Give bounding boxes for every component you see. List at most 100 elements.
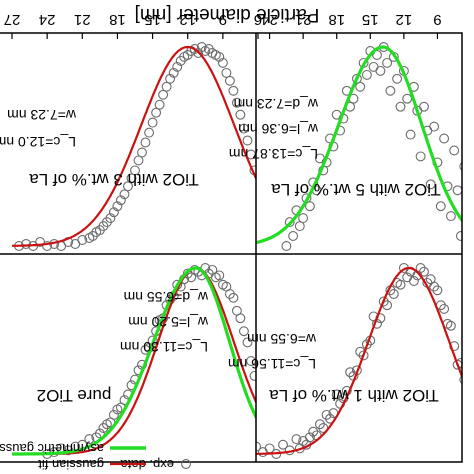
gaussian-fit-curve <box>12 45 256 247</box>
data-point <box>158 89 169 100</box>
data-point <box>217 57 228 68</box>
data-point <box>425 274 436 285</box>
data-point <box>392 73 403 84</box>
panel-la-1 <box>238 263 472 459</box>
legend-entry-label: exp. data <box>120 457 174 472</box>
data-point <box>147 117 158 128</box>
data-point <box>168 67 179 78</box>
legend-entry-label: gaussian fit <box>38 457 104 472</box>
panel-label: TiO2 with 1 wt.% of La <box>269 386 439 405</box>
data-point <box>172 61 183 72</box>
data-point <box>368 61 379 72</box>
data-point <box>361 69 372 80</box>
legend-symbol-exp-data <box>181 459 191 469</box>
data-point <box>242 337 253 348</box>
data-point <box>151 107 162 118</box>
data-point <box>278 439 288 450</box>
data-point <box>291 434 302 445</box>
fit-parameter: w_d=6.55 nm <box>124 289 209 305</box>
data-point <box>154 99 165 110</box>
data-point <box>144 127 155 138</box>
data-point <box>402 272 413 283</box>
data-point <box>228 292 239 303</box>
data-point <box>175 55 186 66</box>
data-point <box>238 446 247 455</box>
data-point <box>165 73 176 84</box>
data-point <box>140 137 151 148</box>
fit-parameter: w=6.55 nm <box>247 331 317 347</box>
data-point <box>119 189 130 200</box>
data-point <box>115 195 126 206</box>
data-point <box>70 239 81 249</box>
data-point <box>133 155 144 166</box>
data-point <box>284 217 295 228</box>
plot-frame <box>0 32 463 463</box>
x-tick-label: 6 <box>254 11 262 28</box>
data-point <box>126 173 137 184</box>
fit-parameter: L_c=12.0 nm <box>0 134 76 150</box>
data-point <box>281 241 292 251</box>
data-point <box>375 65 386 76</box>
data-point <box>415 151 426 162</box>
legend-entry-label: asymmetric gaussian fit <box>0 441 104 456</box>
data-point <box>94 428 105 439</box>
data-point <box>331 389 342 400</box>
data-point <box>351 73 362 84</box>
data-point <box>228 85 239 96</box>
x-tick-label: 18 <box>328 11 345 28</box>
data-point <box>112 201 123 212</box>
data-point <box>112 404 123 415</box>
data-point <box>207 264 218 275</box>
data-point <box>108 207 119 218</box>
panel-label: pure TiO2 <box>37 386 112 405</box>
data-point <box>264 443 275 454</box>
data-point <box>84 233 95 243</box>
gaussian-fit-curve <box>256 266 462 456</box>
fit-parameter: L_c=11.56 nm <box>228 356 316 372</box>
data-point <box>238 123 249 134</box>
data-point <box>161 81 172 92</box>
data-point <box>235 109 246 120</box>
data-point <box>358 350 369 361</box>
data-point <box>463 218 472 227</box>
x-tick-label: 18 <box>109 11 126 28</box>
data-point <box>345 367 356 378</box>
data-point <box>98 423 109 433</box>
x-tick-label: 21 <box>74 11 91 28</box>
data-point <box>445 211 456 222</box>
fit-parameter: w_l=5.20 nm <box>128 314 209 330</box>
data-point <box>452 185 462 196</box>
asymmetric-gaussian-fit-curve <box>256 45 462 247</box>
data-point <box>425 179 436 190</box>
panel-la-5 <box>256 42 472 251</box>
data-point <box>463 394 472 403</box>
x-tick-labels: 6 9 12 15 18 21 24 27 9 12 15 18 21 24 <box>4 11 442 39</box>
data-point <box>242 135 253 146</box>
data-point <box>449 145 460 156</box>
x-tick-label: 27 <box>4 11 21 28</box>
data-point <box>419 101 429 112</box>
fit-parameter: w_d=7.23 nm <box>234 96 319 112</box>
data-point <box>382 57 393 68</box>
data-point <box>321 409 332 420</box>
x-tick-label: 15 <box>362 11 379 28</box>
data-point <box>217 279 228 290</box>
fit-parameter: w_l=6.36 nm <box>238 121 319 137</box>
data-point <box>432 285 443 296</box>
x-tick-label: 9 <box>433 11 441 28</box>
panel-pure-tio2 <box>12 263 256 459</box>
fit-parameter: L_c=11.30 nm <box>120 339 208 355</box>
data-point <box>84 434 95 445</box>
asymmetric-gaussian-fit-curve <box>12 266 256 456</box>
panel-frames <box>0 32 463 463</box>
panel-label: TiO2 with 3 wt.% of La <box>29 170 199 189</box>
data-point <box>186 272 197 283</box>
data-point <box>459 374 462 385</box>
data-point <box>294 221 305 232</box>
data-point <box>402 93 413 104</box>
data-point <box>249 370 256 381</box>
data-point <box>385 85 396 96</box>
